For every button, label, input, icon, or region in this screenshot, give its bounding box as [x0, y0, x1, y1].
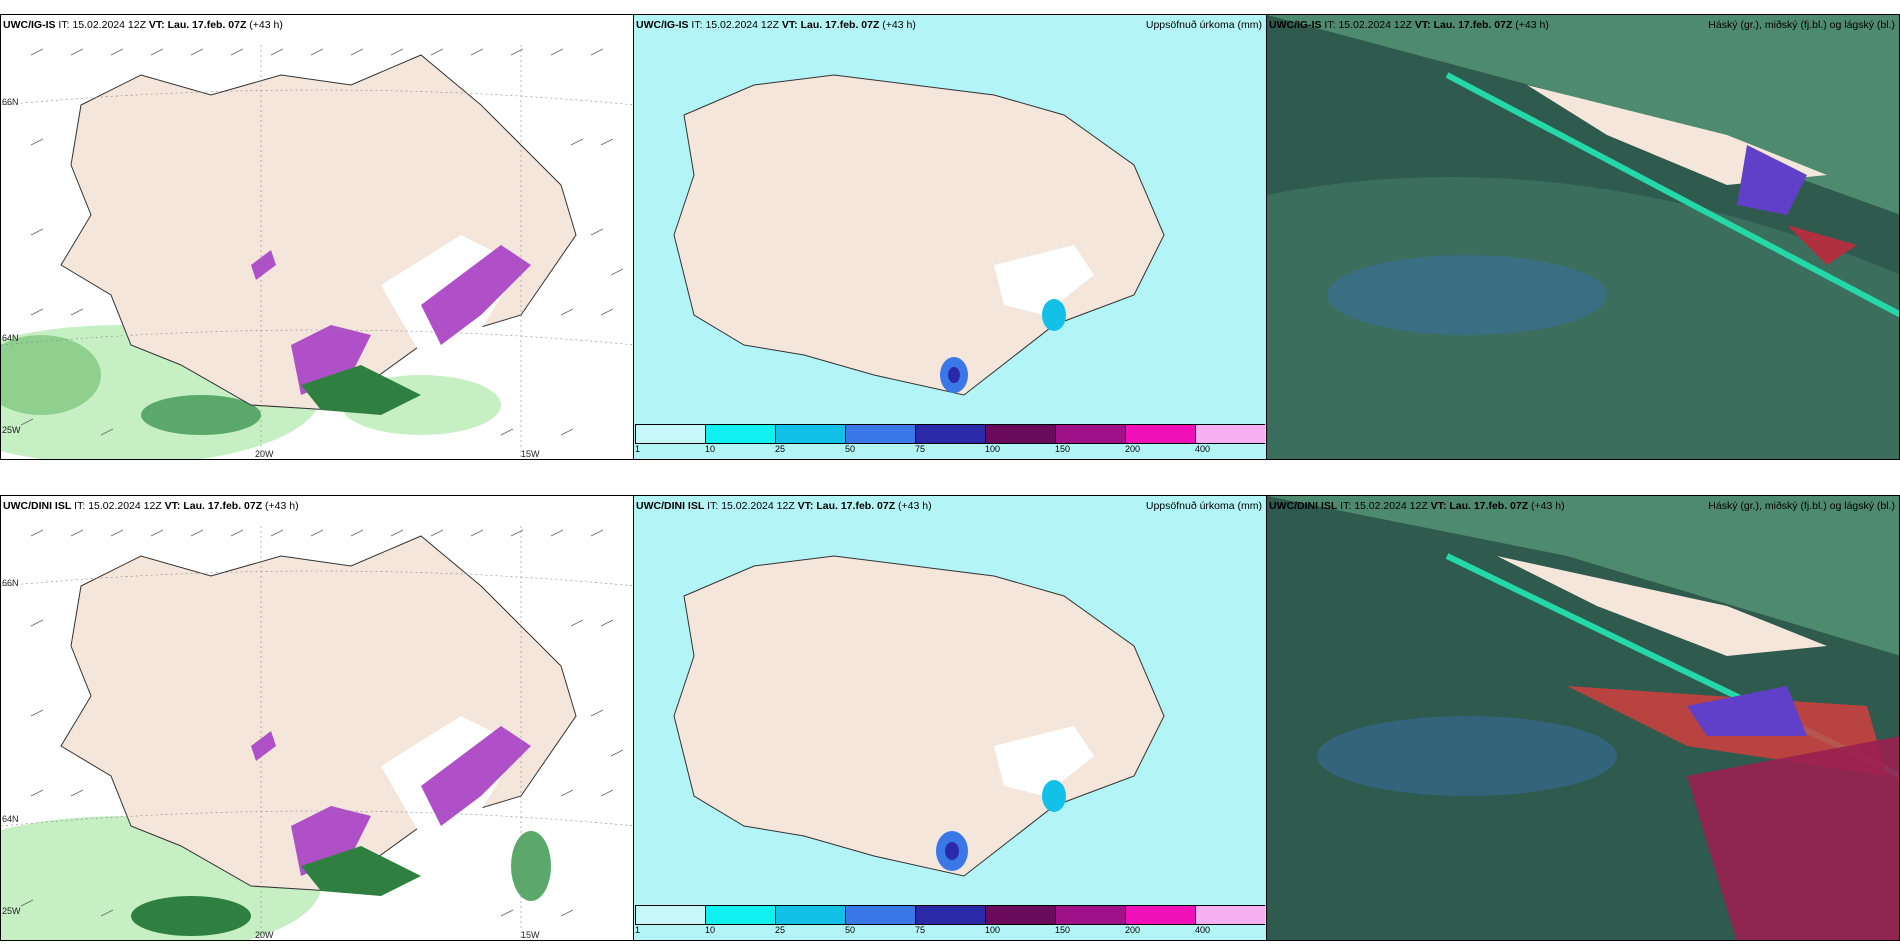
legend-tick: 75: [915, 444, 926, 454]
legend-tick: 25: [775, 925, 786, 935]
legend-tick: 100: [985, 444, 1001, 454]
map-wind-r1: [1, 15, 633, 459]
legend-swatch: [705, 906, 775, 924]
model-name: UWC/IG-IS: [636, 19, 689, 31]
map-precip-r2: [634, 496, 1266, 940]
legend-swatch: [845, 425, 915, 443]
panel-header: UWC/DINI ISL IT: 15.02.2024 12Z VT: Lau.…: [1269, 500, 1565, 512]
panel-header: UWC/DINI ISL IT: 15.02.2024 12Z VT: Lau.…: [636, 500, 932, 512]
lat-label: 66N: [2, 97, 19, 107]
panel-header: UWC/IG-IS IT: 15.02.2024 12Z VT: Lau. 17…: [3, 19, 283, 31]
panel-title: Háský (gr.), miðský (fj.bl.) og lágský (…: [1708, 500, 1895, 512]
wind-barbs: [20, 529, 624, 917]
panel-precip-r1: UWC/IG-IS IT: 15.02.2024 12Z VT: Lau. 17…: [633, 14, 1267, 460]
map-wind-r2: [1, 496, 633, 940]
panel-header: UWC/IG-IS IT: 15.02.2024 12Z VT: Lau. 17…: [636, 19, 916, 31]
lat-label: 64N: [2, 814, 19, 824]
lon-label: 15W: [521, 449, 540, 459]
panel-clouds-r2: UWC/DINI ISL IT: 15.02.2024 12Z VT: Lau.…: [1266, 495, 1900, 941]
precip-legend: 1 10 25 50 75 100 150 200 400: [635, 905, 1265, 939]
lon-label: 25W: [2, 425, 21, 435]
legend-bar: [635, 905, 1265, 925]
panel-title: Háský (gr.), miðský (fj.bl.) og lágský (…: [1708, 19, 1895, 31]
lat-label: 64N: [2, 333, 19, 343]
legend-swatch: [1055, 906, 1125, 924]
legend-tick: 25: [775, 444, 786, 454]
panel-header: UWC/IG-IS IT: 15.02.2024 12Z VT: Lau. 17…: [1269, 19, 1549, 31]
legend-swatch: [1125, 425, 1195, 443]
model-name: UWC/DINI ISL: [3, 500, 72, 512]
legend-tick: 50: [845, 444, 856, 454]
legend-tick: 400: [1195, 444, 1211, 454]
lon-label: 25W: [2, 906, 21, 916]
panel-wind-precip-r1: UWC/IG-IS IT: 15.02.2024 12Z VT: Lau. 17…: [0, 14, 634, 460]
legend-tick: 200: [1125, 925, 1141, 935]
legend-swatch: [1195, 425, 1265, 443]
legend-swatch: [985, 425, 1055, 443]
legend-swatch: [635, 425, 705, 443]
legend-swatch: [1125, 906, 1195, 924]
legend-tick: 150: [1055, 925, 1071, 935]
legend-ticks: 1 10 25 50 75 100 150 200 400: [635, 444, 1265, 456]
legend-tick: 10: [705, 444, 716, 454]
legend-tick: 50: [845, 925, 856, 935]
legend-swatch: [635, 906, 705, 924]
panel-wind-precip-r2: UWC/DINI ISL IT: 15.02.2024 12Z VT: Lau.…: [0, 495, 634, 941]
legend-tick: 100: [985, 925, 1001, 935]
legend-swatch: [915, 425, 985, 443]
panel-clouds-r1: UWC/IG-IS IT: 15.02.2024 12Z VT: Lau. 17…: [1266, 14, 1900, 460]
panel-header: UWC/DINI ISL IT: 15.02.2024 12Z VT: Lau.…: [3, 500, 299, 512]
legend-tick: 75: [915, 925, 926, 935]
model-name: UWC/DINI ISL: [636, 500, 705, 512]
legend-tick: 150: [1055, 444, 1071, 454]
lon-label: 20W: [255, 449, 274, 459]
legend-tick: 1: [635, 925, 641, 935]
legend-tick: 400: [1195, 925, 1211, 935]
panel-precip-r2: UWC/DINI ISL IT: 15.02.2024 12Z VT: Lau.…: [633, 495, 1267, 941]
legend-swatch: [915, 906, 985, 924]
lon-label: 15W: [521, 930, 540, 940]
map-clouds-r2: [1267, 496, 1899, 940]
legend-swatch: [845, 906, 915, 924]
legend-tick: 1: [635, 444, 641, 454]
legend-swatch: [775, 906, 845, 924]
model-name: UWC/IG-IS: [3, 19, 56, 31]
panel-title: Uppsöfnuð úrkoma (mm): [1145, 500, 1262, 512]
map-precip-r1: [634, 15, 1266, 459]
legend-swatch: [1055, 425, 1125, 443]
legend-swatch: [775, 425, 845, 443]
legend-ticks: 1 10 25 50 75 100 150 200 400: [635, 925, 1265, 937]
legend-swatch: [705, 425, 775, 443]
legend-bar: [635, 424, 1265, 444]
precip-legend: 1 10 25 50 75 100 150 200 400: [635, 424, 1265, 458]
legend-swatch: [985, 906, 1055, 924]
model-name: UWC/DINI ISL: [1269, 500, 1338, 512]
model-name: UWC/IG-IS: [1269, 19, 1322, 31]
lat-label: 66N: [2, 578, 19, 588]
wind-barbs: [20, 48, 624, 436]
panel-title: Uppsöfnuð úrkoma (mm): [1145, 19, 1262, 31]
legend-swatch: [1195, 906, 1265, 924]
legend-tick: 10: [705, 925, 716, 935]
legend-tick: 200: [1125, 444, 1141, 454]
lon-label: 20W: [255, 930, 274, 940]
map-clouds-r1: [1267, 15, 1899, 459]
